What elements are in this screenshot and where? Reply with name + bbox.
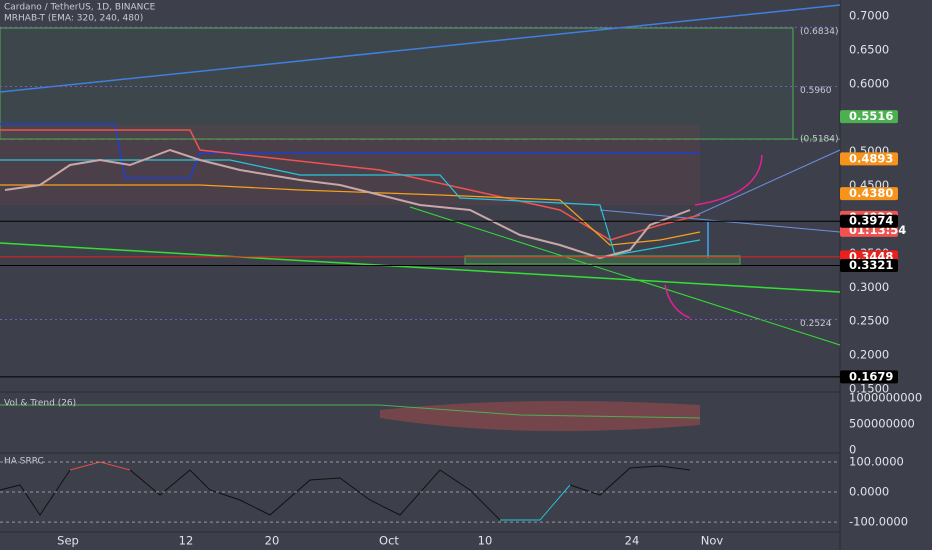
price-tick-label: 0.2500 — [849, 314, 889, 328]
price-tag — [840, 152, 898, 166]
oscillator-tick-label: -100.0000 — [849, 515, 908, 529]
ma-band — [0, 125, 700, 205]
price-tick-label: 0.7000 — [849, 9, 889, 23]
oscillator-tick-label: 0.0000 — [849, 485, 889, 499]
price-tick-label: 0.3000 — [849, 280, 889, 294]
price-tag — [840, 258, 898, 272]
price-tag — [840, 370, 898, 384]
oscillator-tick-label: 100.0000 — [849, 455, 904, 469]
trend-line — [689, 149, 841, 219]
level-label: (0.5184) — [800, 135, 839, 145]
ema-line — [0, 184, 701, 246]
target-box — [0, 27, 794, 140]
trend-line — [409, 206, 841, 346]
time-label: 10 — [478, 534, 493, 548]
price-tick-label: 0.6000 — [849, 76, 889, 90]
price-tag-label: 0.4893 — [849, 151, 893, 165]
oscillator-line — [69, 461, 131, 471]
volume-tick-label: 1000000000 — [849, 391, 922, 405]
time-label: 20 — [265, 534, 280, 548]
price-tag — [840, 187, 898, 201]
ema-line — [0, 129, 701, 241]
time-label: Sep — [57, 534, 79, 548]
ema-line — [0, 159, 701, 256]
price-tag-label: 0.3321 — [849, 258, 893, 272]
indicator-title: MRHAB-T (EMA: 320, 240, 480) — [4, 14, 143, 24]
symbol-title: Cardano / TetherUS, 1D, BINANCE — [4, 3, 156, 13]
level-label: 0.5960 — [800, 86, 832, 96]
price-tick-label: 0.6500 — [849, 42, 889, 56]
level-label: 0.2524 — [800, 319, 832, 329]
support-zone — [464, 255, 741, 265]
volume-trend — [380, 401, 700, 432]
volume-tick-label: 500000000 — [849, 417, 915, 431]
price-tag-label: 0.5516 — [849, 109, 893, 123]
price-tag — [840, 110, 898, 124]
price-tag — [840, 214, 898, 228]
price-tick-label: 0.2000 — [849, 348, 889, 362]
trend-line — [0, 242, 841, 293]
pane-title: Vol & Trend (26) — [4, 399, 76, 409]
time-label: Oct — [379, 534, 399, 548]
trend-line — [0, 4, 841, 93]
price-path — [4, 148, 691, 260]
arrow — [694, 154, 763, 206]
level-label: (0.6834) — [800, 27, 839, 37]
price-tag-label: 0.4380 — [849, 186, 893, 200]
oscillator-line — [500, 484, 571, 521]
price-tag-label: 0.3974 — [849, 214, 893, 228]
volume-trend-line — [0, 404, 701, 419]
time-label: Nov — [701, 534, 724, 548]
time-label: 24 — [625, 534, 640, 548]
arrow — [664, 284, 691, 319]
price-tick-label: 0.1500 — [849, 381, 889, 395]
time-label: 12 — [179, 534, 194, 548]
volume-tick-label: 0 — [849, 442, 856, 456]
price-tag-label: 0.1679 — [849, 369, 893, 383]
ema-line — [0, 123, 700, 179]
pane-title: HA SRRC — [4, 457, 44, 467]
